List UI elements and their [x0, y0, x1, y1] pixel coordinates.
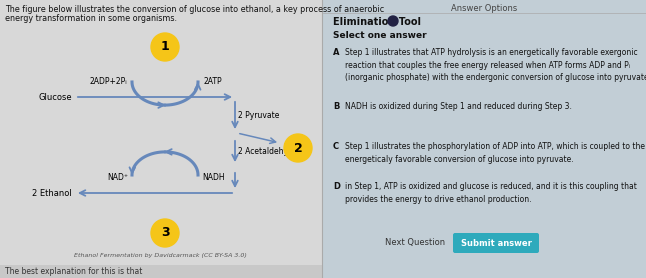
- Text: D: D: [333, 182, 340, 191]
- FancyBboxPatch shape: [453, 233, 539, 253]
- Text: B: B: [333, 102, 339, 111]
- Text: C: C: [333, 142, 339, 151]
- Text: energy transformation in some organisms.: energy transformation in some organisms.: [5, 14, 177, 23]
- Text: in Step 1, ATP is oxidized and glucose is reduced, and it is this coupling that
: in Step 1, ATP is oxidized and glucose i…: [345, 182, 637, 203]
- Circle shape: [151, 219, 179, 247]
- Text: 2 Pyruvate: 2 Pyruvate: [238, 111, 279, 120]
- Text: 2 Ethanol: 2 Ethanol: [32, 188, 72, 197]
- Text: NADH: NADH: [202, 173, 225, 182]
- Text: The figure below illustrates the conversion of glucose into ethanol, a key proce: The figure below illustrates the convers…: [5, 5, 384, 14]
- Text: Answer Options: Answer Options: [451, 4, 517, 13]
- Text: The best explanation for this is that: The best explanation for this is that: [5, 267, 142, 275]
- Text: Next Question: Next Question: [385, 239, 445, 247]
- Text: Ethanol Fermentation by Davidcarmack (CC BY-SA 3.0): Ethanol Fermentation by Davidcarmack (CC…: [74, 252, 246, 257]
- Circle shape: [388, 16, 398, 26]
- FancyBboxPatch shape: [0, 0, 322, 278]
- Text: Step 1 illustrates that ATP hydrolysis is an energetically favorable exergonic
r: Step 1 illustrates that ATP hydrolysis i…: [345, 48, 646, 82]
- FancyBboxPatch shape: [0, 265, 323, 278]
- Text: 3: 3: [161, 227, 169, 240]
- FancyBboxPatch shape: [323, 0, 646, 278]
- Text: 2 Acetaldehyde: 2 Acetaldehyde: [238, 148, 298, 157]
- Text: Elimination Tool: Elimination Tool: [333, 17, 421, 27]
- Text: 2: 2: [294, 142, 302, 155]
- Text: Submit answer: Submit answer: [461, 239, 532, 247]
- Text: 2CO₂: 2CO₂: [284, 143, 303, 152]
- Circle shape: [284, 134, 312, 162]
- Text: A: A: [333, 48, 340, 57]
- Text: 2ATP: 2ATP: [203, 78, 222, 86]
- Text: 2ADP+2Pᵢ: 2ADP+2Pᵢ: [89, 78, 127, 86]
- Text: NAD⁺: NAD⁺: [107, 173, 128, 182]
- Text: Step 1 illustrates the phosphorylation of ADP into ATP, which is coupled to the
: Step 1 illustrates the phosphorylation o…: [345, 142, 645, 163]
- Text: Glucose: Glucose: [38, 93, 72, 101]
- Text: 1: 1: [161, 41, 169, 53]
- Circle shape: [151, 33, 179, 61]
- Text: NADH is oxidized during Step 1 and reduced during Step 3.: NADH is oxidized during Step 1 and reduc…: [345, 102, 572, 111]
- Text: Select one answer: Select one answer: [333, 31, 426, 39]
